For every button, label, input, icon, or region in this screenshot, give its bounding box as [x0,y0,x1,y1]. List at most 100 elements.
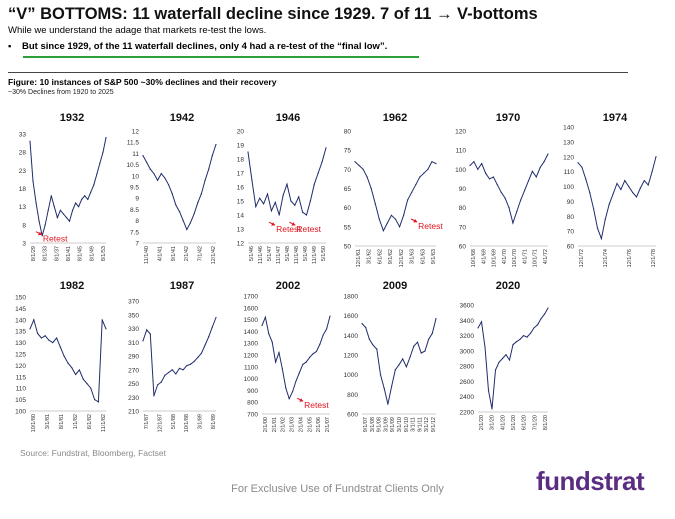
series-line [261,315,331,401]
data-point [295,380,297,382]
x-tick-label: 9/1/07 [363,417,369,432]
data-point [524,189,526,192]
data-point [302,211,304,213]
data-point [488,178,491,180]
data-point [29,328,31,330]
data-point [589,191,591,194]
y-tick-label: 20 [237,129,245,136]
chart-title: 1974 [603,112,628,124]
data-point [540,318,542,320]
y-tick-label: 12 [132,129,140,136]
data-point [358,164,360,167]
data-point [329,315,331,317]
data-point [372,344,374,346]
data-point [255,206,257,208]
data-point [41,235,43,237]
data-point [75,373,77,376]
data-point [531,170,534,172]
series-line [247,147,327,216]
chart-title: 2009 [383,280,407,292]
x-tick-label: 5/1/47 [267,246,273,261]
x-tick-label: 2/1/42 [184,246,190,261]
data-point [431,332,433,334]
y-tick-label: 70 [459,224,467,231]
data-point [420,352,422,354]
data-point [182,369,184,371]
y-tick-label: 8 [135,218,139,225]
y-tick-label: 1200 [344,353,359,360]
data-point [94,399,96,401]
data-point [498,361,500,363]
figure-subtitle: ~30% Declines from 1920 to 2025 [8,89,114,96]
data-point [366,176,368,178]
data-point [142,155,144,157]
y-tick-label: 310 [128,340,139,347]
data-point [75,202,77,204]
data-point [494,369,497,371]
y-tick-label: 7.5 [130,229,139,236]
data-point [37,332,39,335]
series-line [142,317,217,397]
x-tick-label: 2/1/04 [298,417,304,432]
data-point [171,369,173,371]
x-tick-label: 3/1/09 [383,417,389,432]
data-point [32,180,34,182]
chart-1987: 1987 370 350 330 310 290 270 250 230 210 7/1/87 12/… [128,280,217,432]
data-point [547,307,549,309]
data-point [312,353,314,355]
y-tick-label: 80 [459,205,467,212]
x-tick-label: 4/1/20 [500,415,506,430]
data-point [62,213,65,215]
bullet-mark: • [8,41,12,52]
data-point [492,176,494,178]
x-tick-label: 5/1/48 [285,246,291,261]
data-point [53,206,55,208]
data-point [416,341,419,343]
data-point [577,162,579,164]
data-point [93,184,95,186]
y-tick-label: 135 [15,329,26,336]
x-tick-label: 9/1/63 [431,249,437,264]
y-tick-label: 2200 [460,410,475,417]
x-tick-label: 11/1/47 [276,246,282,264]
x-tick-label: 6/1/82 [87,414,93,429]
data-point [305,361,307,363]
data-point [90,387,92,389]
data-point [505,354,507,356]
data-point [261,324,263,327]
data-point [379,374,382,376]
x-tick-label: 8/1/37 [54,246,60,261]
data-point [639,187,642,189]
y-tick-label: 120 [563,154,574,161]
x-tick-label: 12/1/76 [627,249,633,267]
y-tick-label: 9 [135,196,139,203]
data-point [491,408,493,410]
x-tick-label: 2/1/06 [316,417,322,432]
y-tick-label: 3 [22,241,26,248]
data-point [153,172,155,175]
chart-title: 1962 [383,112,407,124]
data-point [428,338,430,340]
data-point [197,356,199,358]
data-point [65,216,68,219]
chart-title: 1970 [496,112,520,124]
data-point [487,390,490,392]
data-point [264,316,266,318]
y-tick-label: 2400 [460,394,475,401]
data-point [204,179,206,181]
y-tick-label: 1800 [344,294,359,301]
x-tick-label: 5/1/49 [303,246,309,261]
data-point [47,209,49,211]
y-tick-label: 1700 [244,294,259,301]
data-point [319,343,321,345]
y-tick-label: 100 [455,167,466,174]
data-point [182,220,184,222]
y-tick-label: 90 [567,199,575,206]
data-point [628,185,630,188]
data-point [370,187,372,190]
data-point [275,361,277,363]
y-tick-label: 1300 [244,341,259,348]
y-tick-label: 110 [456,148,467,155]
x-tick-label: 5/1/20 [511,415,517,430]
